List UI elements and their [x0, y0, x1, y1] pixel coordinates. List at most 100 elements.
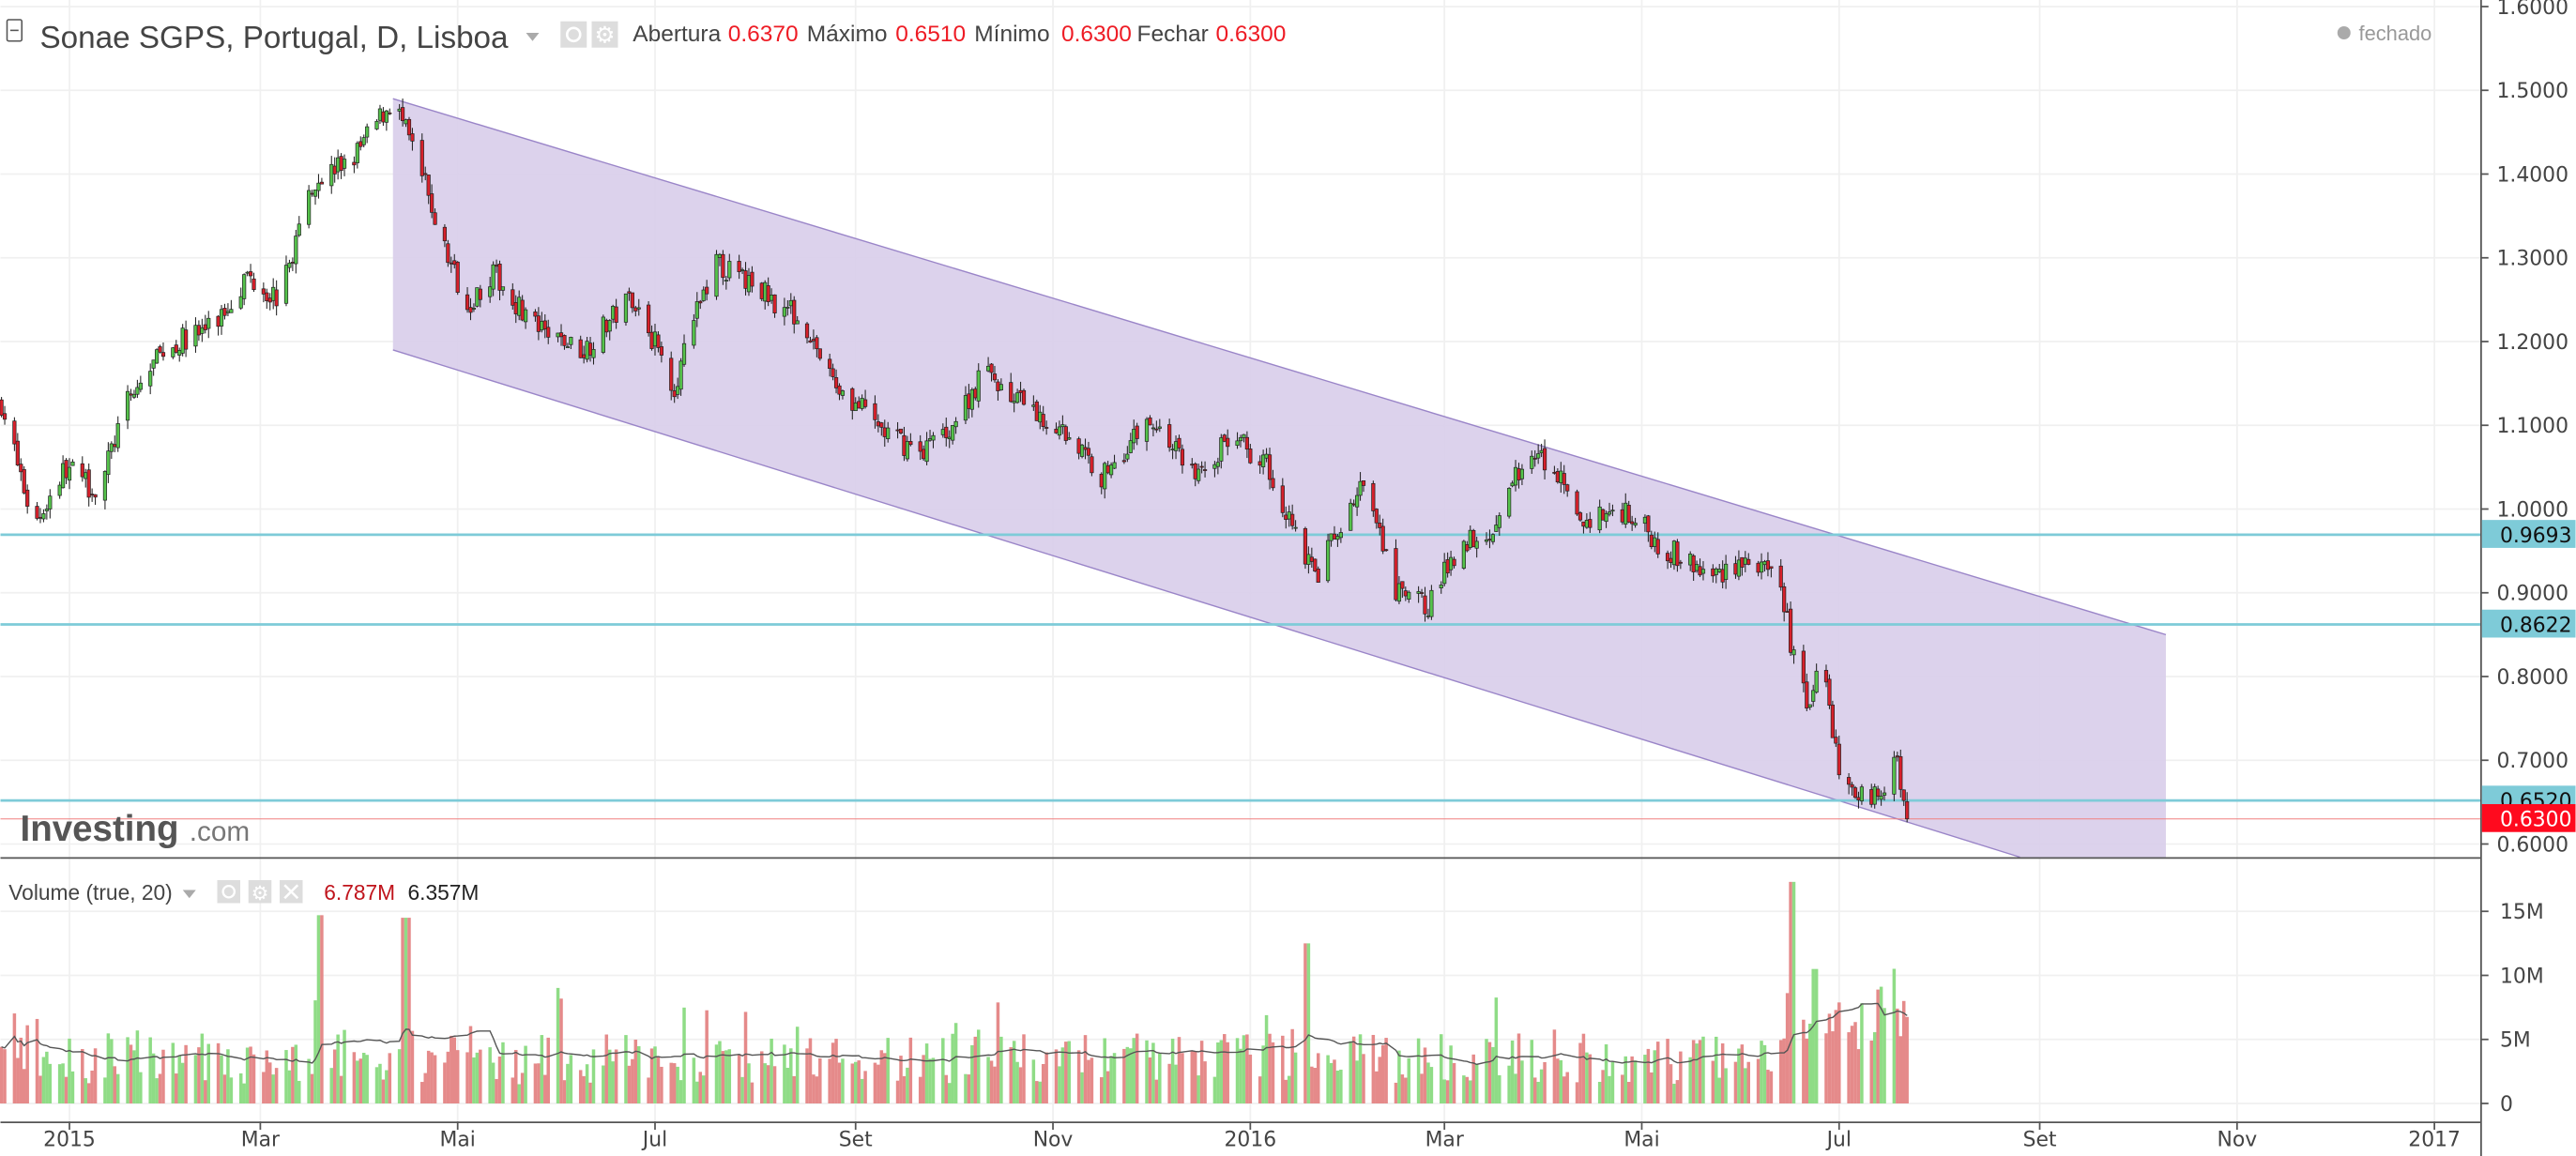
candle-body	[200, 327, 205, 334]
volume-bar	[1375, 1071, 1379, 1103]
volume-bar	[853, 1061, 858, 1103]
candle-body	[1325, 540, 1331, 582]
candle-body	[222, 308, 227, 316]
volume-bar	[1258, 1076, 1262, 1103]
candle-body	[397, 108, 402, 112]
volume-bar	[161, 1049, 165, 1103]
volume-bar	[918, 1076, 922, 1103]
candle-body	[1646, 515, 1651, 533]
volume-bar	[204, 1080, 207, 1103]
candle-body	[430, 193, 434, 213]
candle-body	[1665, 553, 1670, 562]
volume-bar	[569, 1055, 573, 1103]
candle-body	[1351, 503, 1356, 506]
candle-body	[922, 449, 926, 460]
volume-bar	[287, 1070, 292, 1103]
visibility-button[interactable]	[217, 880, 241, 904]
collapse-icon[interactable]	[6, 19, 23, 42]
candle-body	[86, 469, 91, 498]
volume-bar	[430, 1052, 434, 1103]
volume-bar	[1223, 1034, 1227, 1103]
candle-body	[2, 413, 8, 420]
channel-upper-line[interactable]	[392, 98, 2167, 636]
volume-bar	[1316, 1053, 1320, 1103]
candle-body	[1400, 581, 1405, 589]
volume-indicator-title[interactable]: Volume (true, 20)	[8, 880, 173, 905]
volume-bar	[358, 1058, 363, 1103]
candle-body	[1901, 789, 1906, 801]
chevron-down-icon[interactable]	[526, 33, 540, 41]
candle-body	[1121, 460, 1126, 463]
volume-bar	[1679, 1051, 1683, 1103]
price-axis[interactable]: 1.6000 1.5000 1.4000 1.3000 1.2000 1.1000 1.00…	[2480, 0, 2568, 857]
volume-bar	[1789, 881, 1792, 1103]
volume-bar	[1426, 1062, 1430, 1103]
volume-bar	[727, 1049, 732, 1103]
volume-bar	[1597, 1081, 1602, 1103]
volume-bar	[1623, 1056, 1627, 1103]
volume-bar	[1717, 1077, 1721, 1103]
candle-body	[1112, 462, 1117, 469]
volume-bar	[148, 1037, 152, 1103]
candle-body	[497, 264, 502, 291]
volume-bar	[1653, 1050, 1657, 1103]
volume-bar	[242, 1083, 246, 1103]
volume-bar	[682, 1007, 686, 1103]
candle-body	[1416, 591, 1421, 594]
candle-body	[701, 289, 706, 301]
candle-body	[636, 307, 641, 310]
volume-bar	[1449, 1045, 1453, 1103]
candle-body	[817, 348, 822, 359]
time-tick-label: Nov	[2217, 1129, 2257, 1152]
candle-body	[886, 427, 891, 439]
candle-body	[743, 270, 748, 289]
regression-channel[interactable]	[392, 98, 2167, 859]
candle-body	[19, 464, 23, 473]
candle-body	[1905, 801, 1910, 820]
volume-bar	[1646, 1048, 1651, 1103]
candle-body	[384, 110, 389, 123]
visibility-button[interactable]	[560, 21, 587, 48]
candle-body	[876, 421, 880, 427]
settings-button[interactable]	[591, 21, 618, 48]
volume-bar	[249, 1046, 252, 1103]
volume-tick-label: 10M	[2500, 965, 2544, 988]
candle-body	[1199, 465, 1204, 468]
chart-title[interactable]: Sonae SGPS, Portugal, D, Lisboa	[40, 21, 510, 55]
volume-bar	[1058, 1066, 1061, 1103]
candle-body	[1335, 536, 1340, 540]
volume-bar	[1287, 1075, 1291, 1103]
volume-bar	[1896, 1008, 1899, 1103]
candle-body	[1872, 786, 1877, 805]
volume-bar	[378, 1063, 382, 1103]
volume-bar	[1474, 1064, 1479, 1103]
volume-bar	[220, 1055, 223, 1103]
candle-body	[1034, 401, 1039, 421]
chevron-down-icon[interactable]	[182, 890, 196, 899]
settings-button[interactable]	[248, 880, 272, 904]
candle-body	[294, 236, 298, 265]
volume-bar	[501, 1042, 505, 1103]
price-marker-badge	[2481, 520, 2576, 548]
candle-body	[148, 371, 153, 387]
candle-body	[1694, 564, 1700, 571]
volume-bar	[1199, 1041, 1204, 1103]
candle-body	[1653, 537, 1657, 547]
volume-bar	[3, 1049, 7, 1103]
volume-bar	[410, 1030, 415, 1103]
candle-body	[1177, 437, 1181, 449]
time-axis[interactable]: 2015 Mar Mai Jul Set Nov 2016 Mar Mai Jul Set Nov 20…	[43, 1121, 2461, 1152]
candlesticks	[0, 98, 1910, 823]
candle-body	[969, 388, 974, 410]
horizontal-lines[interactable]	[0, 533, 2481, 820]
volume-bar	[1604, 1044, 1608, 1103]
volume-bar	[614, 1049, 618, 1103]
low-value: 0.6300	[1061, 22, 1132, 47]
channel-lower-line[interactable]	[392, 349, 2020, 859]
volume-bar	[81, 1048, 84, 1103]
volume-bar	[743, 1012, 748, 1103]
volume-bar	[624, 1035, 628, 1103]
candle-body	[1669, 557, 1673, 564]
candle-body	[520, 299, 525, 321]
